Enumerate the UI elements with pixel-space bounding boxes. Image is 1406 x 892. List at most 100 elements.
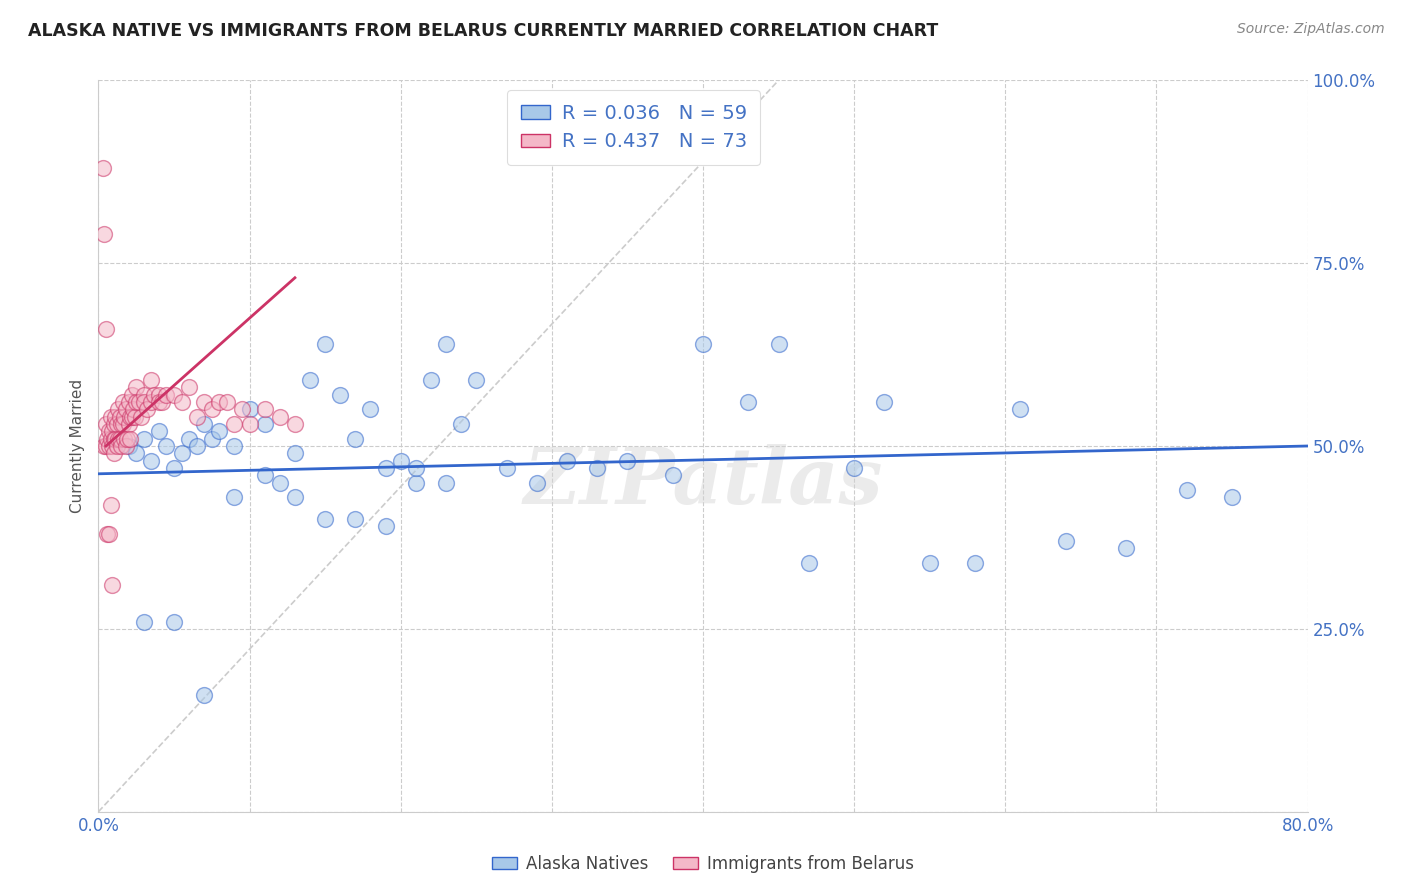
Point	[103, 417, 125, 431]
Point	[434, 475, 457, 490]
Point	[120, 432, 142, 446]
Point	[208, 425, 231, 439]
Point	[104, 409, 127, 424]
Point	[103, 446, 125, 460]
Legend: Alaska Natives, Immigrants from Belarus: Alaska Natives, Immigrants from Belarus	[486, 848, 920, 880]
Point	[284, 417, 307, 431]
Point	[495, 461, 517, 475]
Point	[101, 439, 124, 453]
Text: Source: ZipAtlas.com: Source: ZipAtlas.com	[1237, 22, 1385, 37]
Point	[389, 453, 412, 467]
Point	[224, 417, 246, 431]
Point	[94, 417, 117, 431]
Point	[215, 395, 238, 409]
Point	[105, 417, 128, 431]
Point	[193, 417, 215, 431]
Point	[269, 475, 291, 490]
Point	[118, 417, 141, 431]
Point	[105, 439, 128, 453]
Point	[125, 395, 148, 409]
Point	[148, 395, 170, 409]
Point	[186, 409, 208, 424]
Point	[118, 395, 141, 409]
Point	[434, 336, 457, 351]
Point	[253, 402, 276, 417]
Point	[844, 461, 866, 475]
Point	[224, 490, 246, 504]
Point	[768, 336, 790, 351]
Point	[96, 432, 118, 446]
Point	[965, 556, 987, 570]
Point	[125, 380, 148, 394]
Point	[107, 402, 129, 417]
Point	[112, 432, 135, 446]
Point	[115, 432, 138, 446]
Point	[186, 439, 208, 453]
Point	[405, 475, 427, 490]
Point	[93, 439, 115, 453]
Point	[420, 373, 443, 387]
Point	[179, 380, 201, 394]
Point	[132, 432, 155, 446]
Point	[1054, 534, 1077, 549]
Point	[135, 402, 157, 417]
Point	[91, 161, 114, 175]
Point	[110, 417, 132, 431]
Point	[193, 688, 215, 702]
Point	[132, 395, 155, 409]
Point	[141, 395, 163, 409]
Point	[103, 432, 125, 446]
Point	[104, 432, 127, 446]
Point	[193, 395, 215, 409]
Point	[661, 468, 683, 483]
Point	[94, 439, 117, 453]
Point	[129, 409, 152, 424]
Point	[155, 439, 177, 453]
Text: ZIPatlas: ZIPatlas	[523, 444, 883, 521]
Point	[122, 402, 145, 417]
Point	[231, 402, 253, 417]
Legend: R = 0.036   N = 59, R = 0.437   N = 73: R = 0.036 N = 59, R = 0.437 N = 73	[508, 90, 761, 165]
Point	[114, 402, 136, 417]
Point	[737, 395, 759, 409]
Point	[143, 388, 166, 402]
Y-axis label: Currently Married: Currently Married	[70, 379, 86, 513]
Point	[269, 409, 291, 424]
Point	[114, 439, 136, 453]
Point	[1115, 541, 1137, 556]
Point	[111, 395, 134, 409]
Point	[101, 425, 124, 439]
Point	[299, 373, 322, 387]
Point	[284, 446, 307, 460]
Point	[450, 417, 472, 431]
Point	[150, 395, 173, 409]
Point	[98, 425, 121, 439]
Point	[163, 388, 186, 402]
Point	[141, 373, 163, 387]
Point	[616, 453, 638, 467]
Point	[344, 512, 367, 526]
Point	[526, 475, 548, 490]
Point	[465, 373, 488, 387]
Point	[110, 439, 132, 453]
Point	[125, 446, 148, 460]
Point	[201, 402, 224, 417]
Point	[107, 432, 129, 446]
Point	[111, 417, 134, 431]
Point	[163, 615, 186, 629]
Point	[128, 395, 150, 409]
Point	[1220, 490, 1243, 504]
Point	[179, 432, 201, 446]
Point	[360, 402, 382, 417]
Point	[314, 336, 336, 351]
Point	[108, 432, 131, 446]
Point	[124, 409, 146, 424]
Point	[101, 578, 124, 592]
Point	[405, 461, 427, 475]
Point	[253, 417, 276, 431]
Point	[797, 556, 820, 570]
Point	[224, 439, 246, 453]
Point	[121, 409, 143, 424]
Point	[98, 439, 121, 453]
Point	[96, 526, 118, 541]
